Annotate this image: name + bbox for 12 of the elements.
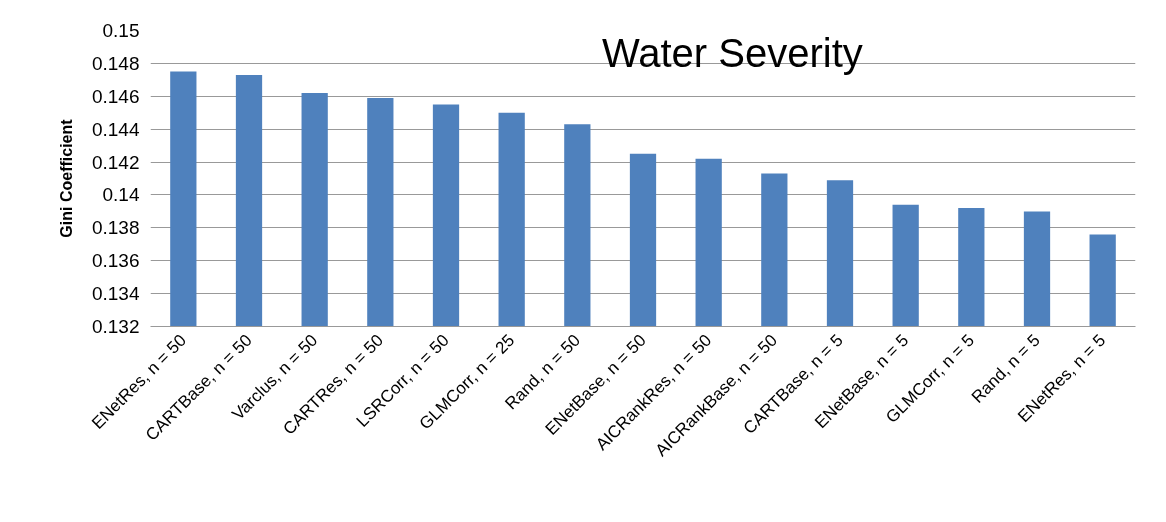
y-tick-label: 0.132 <box>91 316 140 337</box>
y-tick-label: 0.136 <box>91 250 140 272</box>
y-tick-label: 0.134 <box>91 283 140 305</box>
y-tick-label: 0.146 <box>91 85 140 107</box>
y-tick-label: 0.138 <box>91 217 140 239</box>
y-axis-title: Gini Coefficient <box>57 118 75 238</box>
chart-title: Water Severity <box>601 30 863 75</box>
y-tick-label: 0.14 <box>102 184 140 206</box>
y-tick-label: 0.142 <box>91 151 140 173</box>
y-tick-label: 0.15 <box>102 20 140 41</box>
y-tick-label: 0.144 <box>91 118 140 140</box>
y-tick-label: 0.148 <box>91 52 140 74</box>
